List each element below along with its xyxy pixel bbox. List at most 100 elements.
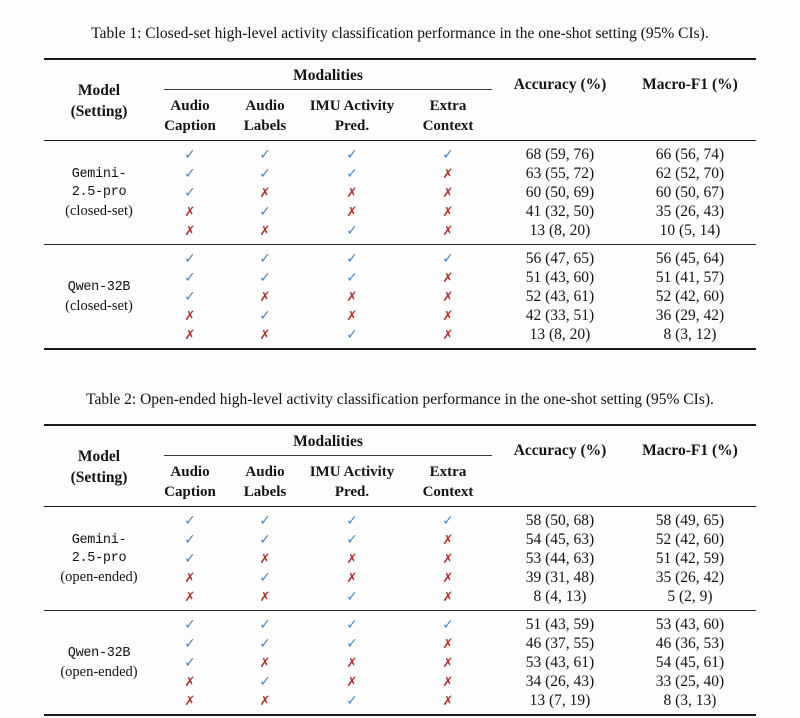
accuracy-value: 68 (59, 76): [525, 146, 595, 163]
macro-f1-value: 62 (52, 70): [655, 165, 725, 182]
accuracy-value: 39 (31, 48): [525, 569, 595, 586]
check-cell: ✓: [226, 164, 304, 183]
cross-icon: ✗: [259, 552, 271, 567]
check-cell: ✓: [400, 145, 496, 164]
col-header-extra-line1: Extra: [429, 98, 467, 114]
cross-icon: ✗: [259, 290, 271, 305]
col-header-extra-line1: Extra: [429, 464, 467, 480]
check-cell: ✓: [154, 268, 226, 287]
cross-icon: ✗: [442, 656, 454, 671]
cross-icon: ✗: [184, 224, 196, 239]
cross-icon: ✗: [346, 205, 358, 220]
cross-icon: ✗: [442, 290, 454, 305]
cross-cell: ✗: [304, 183, 400, 202]
col-header-extra-line2: Context: [422, 118, 474, 134]
macro-f1-value: 54 (45, 61): [655, 654, 725, 671]
check-cell: ✓: [154, 511, 226, 530]
check-icon: ✓: [184, 617, 196, 633]
check-icon: ✓: [259, 617, 271, 633]
cross-cell: ✗: [226, 325, 304, 344]
cross-icon: ✗: [259, 656, 271, 671]
accuracy-value: 46 (37, 55): [525, 635, 595, 652]
col-header-model-line1: Model: [77, 81, 121, 99]
check-cell: ✓: [400, 615, 496, 634]
check-cell: ✓: [154, 530, 226, 549]
cross-cell: ✗: [400, 325, 496, 344]
cross-icon: ✗: [442, 694, 454, 709]
cross-icon: ✗: [184, 694, 196, 709]
cross-icon: ✗: [184, 590, 196, 605]
check-icon: ✓: [259, 147, 271, 163]
check-icon: ✓: [259, 636, 271, 652]
cross-cell: ✗: [400, 221, 496, 240]
cross-icon: ✗: [442, 167, 454, 182]
col-header-extra-context: Extra Context: [400, 94, 496, 136]
cross-cell: ✗: [400, 672, 496, 691]
cross-icon: ✗: [442, 552, 454, 567]
check-icon: ✓: [259, 270, 271, 286]
check-icon: ✓: [346, 166, 358, 182]
col-header-model-line1: Model: [77, 447, 121, 465]
check-icon: ✓: [346, 693, 358, 709]
check-cell: ✓: [226, 145, 304, 164]
cross-icon: ✗: [442, 271, 454, 286]
macro-f1-value: 66 (56, 74): [655, 146, 725, 163]
check-cell: ✓: [226, 634, 304, 653]
col-header-model-line2: (Setting): [70, 468, 128, 486]
model-label-cell: Gemini- 2.5-pro (open-ended): [44, 511, 154, 606]
accuracy-value: 52 (43, 61): [525, 288, 595, 305]
check-cell: ✓: [304, 634, 400, 653]
cross-cell: ✗: [154, 325, 226, 344]
check-cell: ✓: [226, 249, 304, 268]
cross-icon: ✗: [442, 186, 454, 201]
col-header-model-setting: Model (Setting): [44, 65, 154, 136]
macro-f1-value: 8 (3, 12): [663, 326, 717, 343]
accuracy-value: 13 (8, 20): [529, 222, 591, 239]
check-icon: ✓: [259, 532, 271, 548]
model-setting: (closed-set): [65, 202, 133, 219]
accuracy-value: 51 (43, 60): [525, 269, 595, 286]
cross-icon: ✗: [442, 205, 454, 220]
col-header-imu-line1: IMU Activity: [309, 98, 395, 114]
macro-f1-value: 10 (5, 14): [659, 222, 721, 239]
check-icon: ✓: [184, 551, 196, 567]
macro-f1-value: 60 (50, 67): [655, 184, 725, 201]
cross-cell: ✗: [154, 202, 226, 221]
check-cell: ✓: [154, 287, 226, 306]
macro-f1-value: 52 (42, 60): [655, 288, 725, 305]
cross-icon: ✗: [259, 328, 271, 343]
cross-cell: ✗: [304, 306, 400, 325]
check-icon: ✓: [259, 166, 271, 182]
col-header-audio-caption-line1: Audio: [170, 464, 210, 480]
accuracy-value: 8 (4, 13): [533, 588, 587, 605]
col-header-accuracy: Accuracy (%): [513, 442, 607, 459]
model-name: Qwen-32B: [67, 645, 131, 661]
check-icon: ✓: [184, 147, 196, 163]
cross-cell: ✗: [154, 221, 226, 240]
check-icon: ✓: [442, 617, 454, 633]
check-cell: ✓: [154, 145, 226, 164]
accuracy-value: 53 (43, 61): [525, 654, 595, 671]
cross-icon: ✗: [442, 675, 454, 690]
cross-cell: ✗: [400, 287, 496, 306]
table-1-caption: Table 1: Closed-set high-level activity …: [91, 25, 709, 42]
accuracy-value: 54 (45, 63): [525, 531, 595, 548]
check-cell: ✓: [304, 268, 400, 287]
accuracy-value: 13 (8, 20): [529, 326, 591, 343]
cross-cell: ✗: [154, 672, 226, 691]
check-icon: ✓: [184, 532, 196, 548]
check-cell: ✓: [154, 615, 226, 634]
check-cell: ✓: [226, 530, 304, 549]
table-2-body: Gemini- 2.5-pro (open-ended) ✓ ✓ ✓ ✓ 58 (50, 68…: [44, 507, 756, 714]
accuracy-value: 56 (47, 65): [525, 250, 595, 267]
check-icon: ✓: [346, 589, 358, 605]
cross-cell: ✗: [304, 653, 400, 672]
model-name: 2.5-pro: [71, 550, 127, 566]
cross-cell: ✗: [400, 268, 496, 287]
check-icon: ✓: [259, 251, 271, 267]
macro-f1-value: 33 (25, 40): [655, 673, 725, 690]
macro-f1-value: 53 (43, 60): [655, 616, 725, 633]
check-icon: ✓: [346, 223, 358, 239]
check-cell: ✓: [154, 653, 226, 672]
